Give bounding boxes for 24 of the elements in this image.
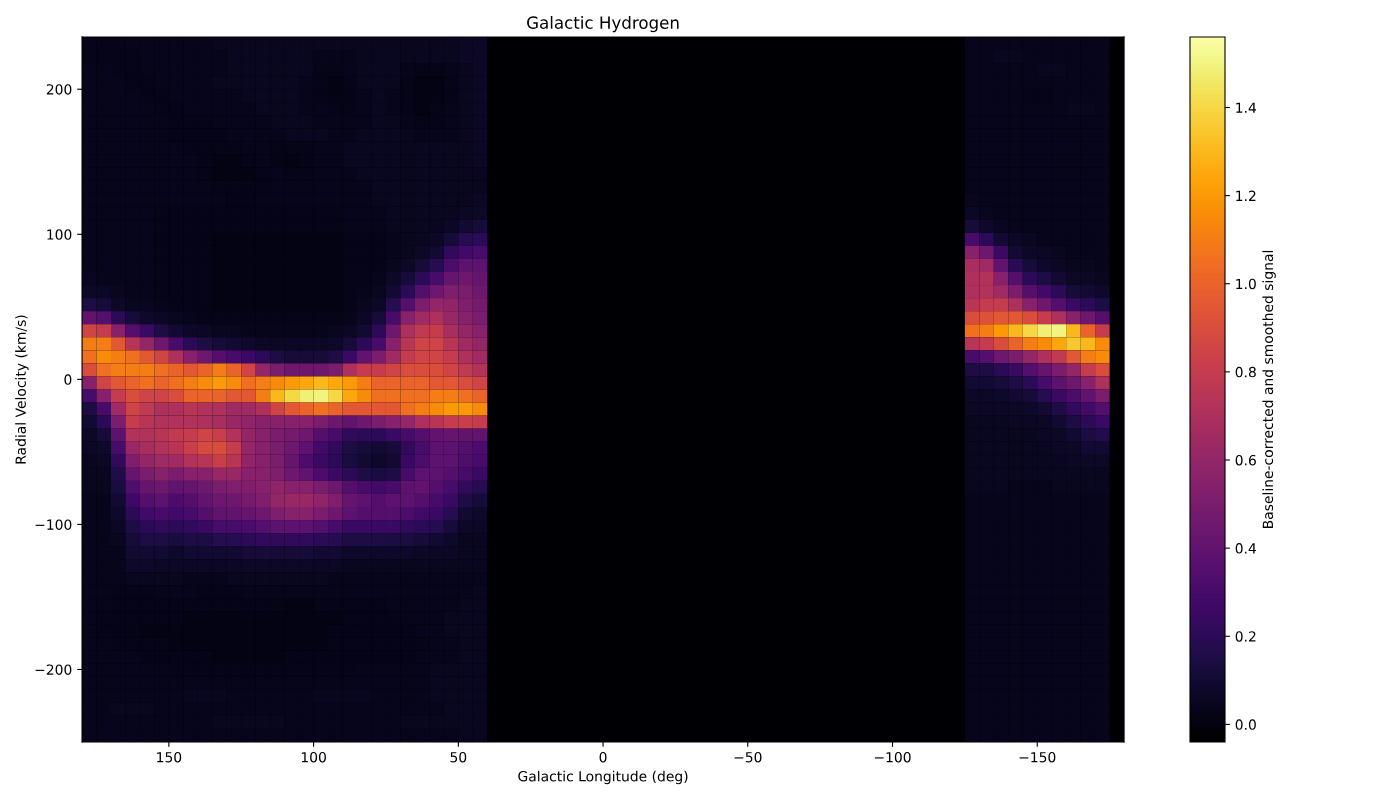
y-axis-title: Radial Velocity (km/s) bbox=[15, 315, 29, 464]
x-tick-label: 150 bbox=[157, 751, 182, 763]
color-bar-label: 1.0 bbox=[1236, 278, 1256, 290]
x-tick-label: 0 bbox=[599, 751, 607, 763]
y-tick-label: −100 bbox=[35, 519, 72, 530]
y-tick-label: 200 bbox=[46, 84, 72, 95]
y-tick-label: 100 bbox=[47, 229, 72, 240]
y-tick-label: −200 bbox=[35, 664, 72, 675]
x-axis-title: Galactic Longitude (deg) bbox=[518, 770, 688, 785]
color-bar-label: 1.2 bbox=[1236, 190, 1256, 201]
chart-title: Galactic Hydrogen bbox=[527, 16, 679, 33]
x-tick-label: 100 bbox=[301, 751, 326, 763]
color-bar-label: 0.4 bbox=[1235, 543, 1257, 554]
x-tick-label: −50 bbox=[734, 751, 762, 763]
color-bar-title: Baseline-corrected and smoothed signal bbox=[1262, 250, 1276, 528]
color-bar-label: 0.2 bbox=[1235, 631, 1256, 642]
y-tick-label: 0 bbox=[64, 374, 72, 385]
color-bar-label: 1.4 bbox=[1236, 102, 1257, 113]
color-bar-label: 0.6 bbox=[1235, 454, 1256, 466]
x-tick-label: −150 bbox=[1019, 751, 1056, 763]
x-tick-label: −100 bbox=[874, 751, 911, 763]
color-bar-label: 0.8 bbox=[1235, 366, 1256, 378]
x-tick-label: 50 bbox=[450, 751, 467, 763]
color-bar-label: 0.0 bbox=[1235, 719, 1256, 730]
